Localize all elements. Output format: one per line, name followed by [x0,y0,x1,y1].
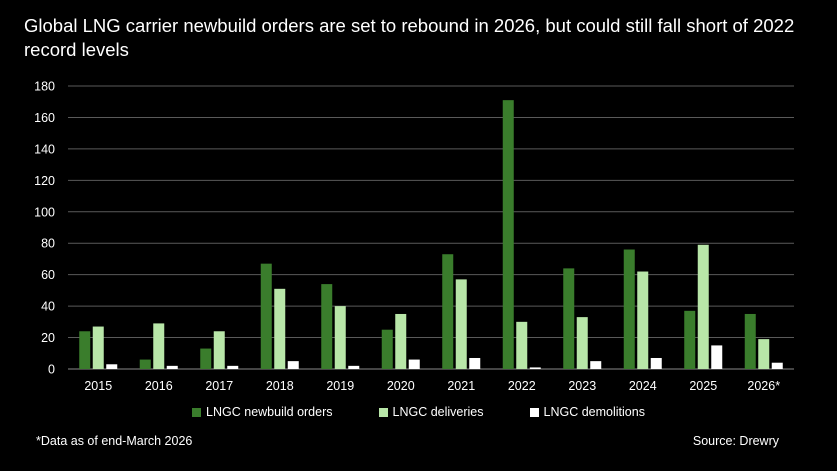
bar-orders [623,249,635,369]
bar-deliveries [697,244,709,369]
y-tick-label: 40 [41,300,55,314]
bar-demolitions [771,362,783,369]
y-tick-label: 80 [41,237,55,251]
bar-demolitions [711,345,723,369]
source-note: Source: Drewry [692,434,779,448]
x-tick-label: 2019 [326,379,354,393]
bar-demolitions [348,365,360,369]
footnote: *Data as of end-March 2026 [36,434,193,448]
bar-demolitions [227,365,239,369]
bar-deliveries [758,339,770,369]
bar-deliveries [213,331,225,369]
x-tick-label: 2021 [447,379,475,393]
y-tick-label: 120 [34,174,55,188]
y-tick-label: 160 [34,111,55,125]
bar-demolitions [529,367,541,369]
legend: LNGC newbuild orders LNGC deliveries LNG… [0,405,837,419]
bar-orders [321,284,333,369]
y-tick-label: 0 [48,363,55,377]
bar-orders [139,359,151,369]
y-tick-label: 180 [34,80,55,94]
x-tick-label: 2023 [568,379,596,393]
bar-orders [260,263,272,369]
x-tick-label: 2024 [629,379,657,393]
y-tick-label: 140 [34,142,55,156]
bar-deliveries [334,306,346,369]
bar-deliveries [395,313,407,369]
legend-item-deliveries: LNGC deliveries [378,405,484,419]
bar-orders [744,313,756,369]
bar-deliveries [576,317,588,369]
x-tick-label: 2018 [266,379,294,393]
bar-demolitions [287,361,299,369]
x-tick-label: 2017 [205,379,233,393]
bar-demolitions [650,357,662,369]
legend-label-orders: LNGC newbuild orders [206,405,333,419]
bar-deliveries [637,271,649,369]
bar-orders [442,254,454,369]
legend-swatch-orders [192,407,202,417]
bar-demolitions [408,359,420,369]
bar-deliveries [92,326,104,369]
x-tick-label: 2022 [508,379,536,393]
bar-deliveries [516,321,528,369]
bar-demolitions [106,364,118,369]
x-tick-label: 2025 [689,379,717,393]
bar-orders [502,100,514,370]
x-tick-label: 2026* [747,379,780,393]
bar-demolitions [469,357,481,369]
legend-label-deliveries: LNGC deliveries [392,405,484,419]
legend-swatch-deliveries [378,407,388,417]
legend-item-orders: LNGC newbuild orders [192,405,333,419]
bar-orders [381,329,393,369]
y-tick-label: 100 [34,205,55,219]
bar-demolitions [166,365,178,369]
y-tick-label: 20 [41,331,55,345]
legend-label-demolitions: LNGC demolitions [543,405,645,419]
legend-swatch-demolitions [529,407,539,417]
legend-item-demolitions: LNGC demolitions [529,405,645,419]
chart-title: Global LNG carrier newbuild orders are s… [24,15,795,60]
bar-orders [563,268,575,369]
chart-canvas: 0 20 40 60 80 100 120 140 160 180 2015 2016 2017 2018… [34,80,794,393]
bar-deliveries [274,288,286,369]
y-tick-label: 60 [41,268,55,282]
bar-deliveries [455,279,467,369]
bar-orders [200,348,212,369]
x-tick-label: 2020 [387,379,415,393]
bar-orders [684,310,696,369]
bar-orders [79,331,91,369]
x-tick-label: 2015 [84,379,112,393]
bar-deliveries [153,323,165,369]
x-tick-label: 2016 [145,379,173,393]
bar-demolitions [590,361,602,369]
